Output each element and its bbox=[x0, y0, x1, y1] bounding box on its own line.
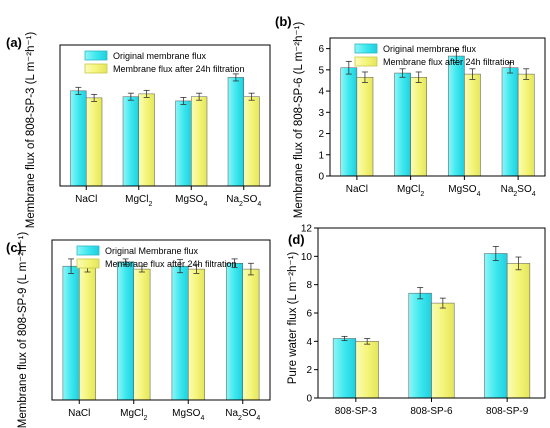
bar bbox=[484, 253, 508, 399]
bar bbox=[86, 97, 103, 187]
legend-label: Membrane flux after 24h filtration bbox=[383, 57, 515, 67]
panel-label-a: (a) bbox=[6, 35, 22, 50]
legend-swatch bbox=[84, 50, 108, 61]
y-tick-label: 8 bbox=[306, 280, 312, 291]
x-tick-label: Na2SO4 bbox=[225, 408, 260, 422]
bar bbox=[243, 96, 260, 187]
bar bbox=[227, 77, 244, 187]
y-axis-title-b: Membrane flux of 808-SP-6 (L m⁻²h⁻¹) bbox=[293, 22, 305, 219]
bar bbox=[340, 67, 358, 177]
y-tick-label: 4 bbox=[318, 87, 324, 98]
x-tick-label: Na2SO4 bbox=[226, 194, 261, 208]
bar bbox=[410, 77, 427, 177]
legend-label: Membrane flux after 24h filtration bbox=[113, 64, 245, 74]
y-tick-label: 3 bbox=[318, 108, 324, 119]
legend-swatch bbox=[84, 63, 108, 74]
y-axis-title-d: Pure water flux (L m⁻²h⁻¹) bbox=[287, 252, 299, 385]
bar bbox=[188, 268, 205, 401]
bar bbox=[517, 73, 535, 177]
plot-frame bbox=[51, 239, 271, 401]
legend-label: Original Membrane flux bbox=[105, 246, 199, 256]
legend-swatch bbox=[354, 56, 378, 67]
y-tick-label: 2 bbox=[306, 365, 312, 376]
legend-label: Original membrane flux bbox=[113, 51, 207, 61]
y-tick-label: 0 bbox=[318, 172, 324, 183]
bar bbox=[242, 268, 260, 401]
y-tick-label: 2 bbox=[318, 129, 324, 140]
x-tick-label: NaCl bbox=[346, 184, 368, 195]
x-tick-label: MgSO4 bbox=[448, 184, 480, 198]
x-tick-label: MgSO4 bbox=[175, 194, 207, 208]
legend-label: Membrane flux after 24h filtration bbox=[105, 259, 237, 269]
bar bbox=[501, 67, 519, 177]
chart-panel-c: NaCl MgCl2 MgSO4 Na2SO4 Original Membrane fl… bbox=[51, 239, 271, 422]
bar bbox=[408, 292, 432, 399]
y-tick-label: 5 bbox=[318, 65, 324, 76]
legend-swatch bbox=[354, 43, 378, 54]
legend-label: Original membrane flux bbox=[383, 44, 477, 54]
x-tick-label: MgSO4 bbox=[172, 408, 204, 422]
bar bbox=[138, 93, 155, 187]
panel-label-d: (d) bbox=[288, 232, 305, 247]
bar bbox=[191, 96, 208, 187]
panel-label-c: (c) bbox=[6, 240, 22, 255]
x-tick-label: MgCl2 bbox=[125, 194, 152, 208]
y-tick-label: 10 bbox=[301, 252, 313, 263]
bar bbox=[175, 100, 192, 187]
y-tick-label: 12 bbox=[301, 224, 313, 235]
x-tick-label: MgCl2 bbox=[120, 408, 147, 422]
y-tick-label: 6 bbox=[318, 44, 324, 55]
plot-frame bbox=[329, 37, 546, 177]
y-tick-label: 4 bbox=[306, 337, 312, 348]
plot-frame bbox=[59, 44, 271, 187]
y-tick-label: 6 bbox=[306, 309, 312, 320]
bar bbox=[506, 263, 531, 399]
bar bbox=[355, 341, 379, 399]
bar bbox=[171, 265, 189, 401]
bar bbox=[70, 90, 87, 187]
bar bbox=[464, 73, 481, 177]
bar bbox=[79, 265, 96, 401]
bar bbox=[394, 72, 411, 177]
chart-panel-d: 808-SP-3 808-SP-6 808-SP-9 0 2 4 6 8 10 12 bbox=[301, 224, 546, 417]
chart-panel-a: NaCl MgCl2 MgSO4 Na2SO4 Original membrane fl… bbox=[59, 44, 271, 208]
bar bbox=[332, 338, 357, 399]
x-tick-label: Na2SO4 bbox=[501, 184, 536, 198]
y-axis-title-c: Membrane flux of 808-SP-9 (L m⁻²h⁻¹) bbox=[17, 232, 29, 428]
bar bbox=[122, 96, 139, 187]
panel-label-b: (b) bbox=[275, 14, 292, 29]
x-tick-label: NaCl bbox=[68, 408, 90, 419]
x-tick-label: 808-SP-3 bbox=[335, 406, 378, 417]
x-tick-label: NaCl bbox=[75, 194, 97, 205]
legend-swatch bbox=[76, 258, 100, 269]
chart-panel-b: NaCl MgCl2 MgSO4 Na2SO4 0 1 2 3 4 5 6 Original memb… bbox=[318, 37, 546, 198]
bar bbox=[133, 268, 151, 401]
bar bbox=[431, 302, 455, 399]
bar bbox=[448, 55, 465, 177]
x-tick-label: 808-SP-6 bbox=[410, 406, 453, 417]
x-tick-label: 808-SP-9 bbox=[486, 406, 529, 417]
bar bbox=[226, 263, 243, 401]
bar bbox=[356, 77, 374, 177]
x-tick-label: MgCl2 bbox=[397, 184, 424, 198]
bar bbox=[62, 265, 80, 401]
y-axis-title-a: Membrane flux of 808-SP-3 (L m⁻²h⁻¹) bbox=[25, 32, 37, 229]
y-tick-label: 0 bbox=[306, 394, 312, 405]
y-tick-label: 1 bbox=[318, 150, 324, 161]
legend-swatch bbox=[76, 245, 100, 256]
bar bbox=[117, 261, 135, 401]
